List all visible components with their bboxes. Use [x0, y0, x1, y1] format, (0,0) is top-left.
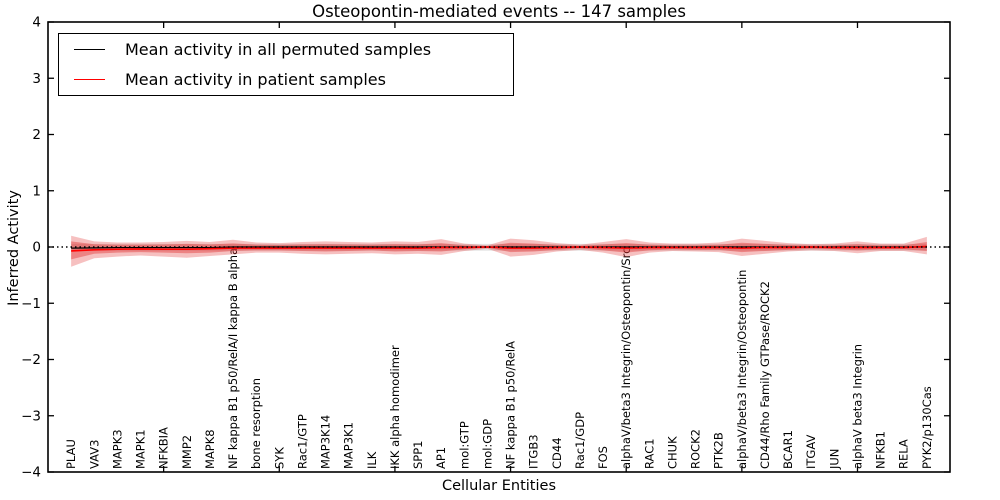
- x-category-label: MMP2: [180, 435, 194, 469]
- x-category-label: PYK2/p130Cas: [920, 386, 934, 469]
- legend-label-permuted: Mean activity in all permuted samples: [125, 40, 432, 60]
- x-category-label: SPP1: [411, 441, 425, 470]
- legend-item-patient: Mean activity in patient samples: [59, 65, 513, 93]
- band-patient-samples-spread-outer-: [71, 235, 927, 267]
- x-category-label: bone resorption: [249, 378, 263, 469]
- x-category-label: alphaV beta3 Integrin: [850, 344, 864, 469]
- x-category-label: PTK2B: [712, 432, 726, 469]
- x-category-label: mol:GDP: [480, 419, 494, 469]
- x-category-label: mol:GTP: [457, 421, 471, 469]
- y-tick-label: 3: [32, 71, 41, 87]
- x-category-label: NF kappa B1 p50/RelA: [504, 341, 518, 469]
- x-category-label: Rac1/GDP: [573, 412, 587, 469]
- x-category-label: NF kappa B1 p50/RelA/I kappa B alpha: [226, 248, 240, 469]
- permuted-line-swatch: [74, 49, 105, 51]
- chart-title: Osteopontin-mediated events -- 147 sampl…: [312, 2, 686, 21]
- x-category-label: RELA: [897, 439, 911, 469]
- x-category-label: Rac1/GTP: [295, 414, 309, 469]
- x-category-label: ROCK2: [689, 429, 703, 469]
- band-patient-samples-spread-inner-: [71, 241, 927, 260]
- legend-box: Mean activity in all permuted samples Me…: [58, 33, 514, 96]
- x-category-label: SYK: [272, 447, 286, 469]
- legend-label-patient: Mean activity in patient samples: [125, 69, 386, 89]
- x-category-label: RAC1: [642, 438, 656, 469]
- x-category-label: MAPK8: [203, 429, 217, 469]
- x-axis-label: Cellular Entities: [441, 478, 557, 494]
- x-category-label: IKK alpha homodimer: [388, 345, 402, 469]
- y-tick-label: −1: [21, 296, 41, 312]
- y-tick-label: 4: [32, 15, 41, 31]
- x-category-label: MAP3K1: [342, 422, 356, 469]
- y-tick-label: −3: [21, 408, 41, 424]
- x-category-label: CHUK: [665, 436, 679, 469]
- patient-line-swatch: [74, 78, 105, 80]
- x-category-label: ITGAV: [804, 435, 818, 469]
- x-category-label: alphaV/beta3 Integrin/Osteopontin/Src: [619, 248, 633, 469]
- y-tick-label: 1: [32, 183, 41, 199]
- x-category-label: ILK: [365, 451, 379, 469]
- x-category-label: VAV3: [87, 440, 101, 469]
- x-category-label: MAPK3: [110, 429, 124, 469]
- x-category-label: AP1: [434, 447, 448, 469]
- x-category-label: CD44: [550, 437, 564, 469]
- x-category-label: PLAU: [64, 439, 78, 469]
- y-tick-label: −2: [21, 352, 41, 368]
- x-category-label: alphaV/beta3 Integrin/Osteopontin: [735, 270, 749, 469]
- y-tick-label: 0: [32, 240, 41, 256]
- x-category-label: FOS: [596, 446, 610, 469]
- x-category-label: CD44/Rho Family GTPase/ROCK2: [758, 281, 772, 469]
- x-category-label: MAPK1: [134, 429, 148, 469]
- x-category-label: JUN: [827, 449, 841, 470]
- x-category-label: NFKBIA: [157, 427, 171, 469]
- x-category-label: MAP3K14: [319, 415, 333, 469]
- legend-item-permuted: Mean activity in all permuted samples: [59, 36, 513, 64]
- x-category-label: ITGB3: [527, 434, 541, 469]
- x-category-label: NFKB1: [874, 431, 888, 469]
- x-category-label: BCAR1: [781, 430, 795, 469]
- y-tick-label: −4: [21, 465, 41, 481]
- y-tick-label: 2: [32, 127, 41, 143]
